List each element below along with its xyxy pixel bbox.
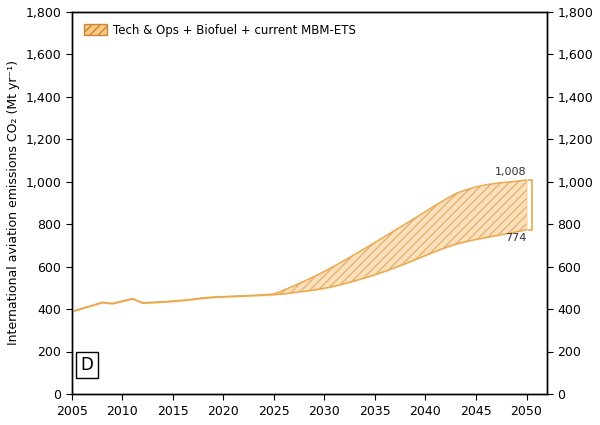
Legend: Tech & Ops + Biofuel + current MBM-ETS: Tech & Ops + Biofuel + current MBM-ETS bbox=[77, 18, 362, 42]
Text: 1,008: 1,008 bbox=[495, 167, 527, 177]
Y-axis label: International aviation emissions CO₂ (Mt yr⁻¹): International aviation emissions CO₂ (Mt… bbox=[7, 60, 20, 346]
Text: 774: 774 bbox=[505, 233, 527, 243]
Text: D: D bbox=[80, 356, 94, 374]
